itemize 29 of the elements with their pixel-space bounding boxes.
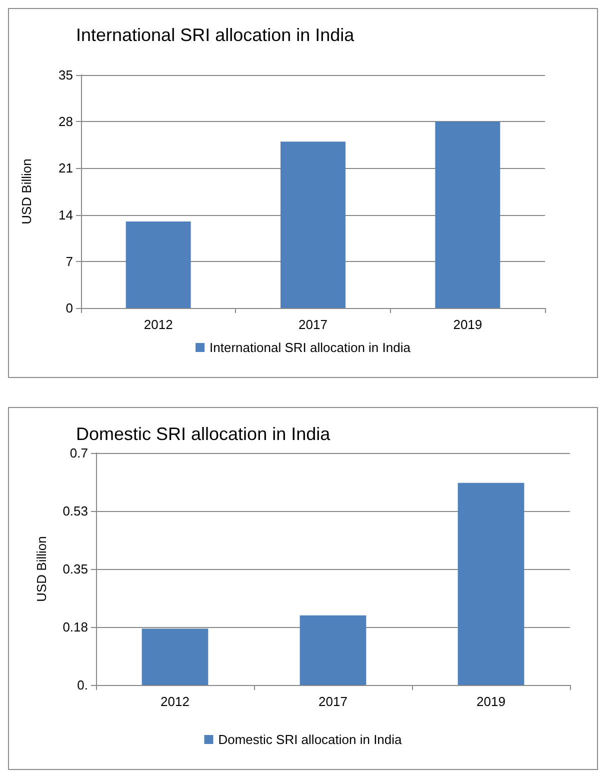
legend-label: Domestic SRI allocation in India: [218, 732, 403, 747]
chart-title: Domestic SRI allocation in India: [76, 424, 332, 444]
y-tick-label: 0.53: [62, 504, 88, 518]
y-tick-label: 14: [58, 207, 73, 222]
bar: [280, 142, 346, 308]
x-tick-label: 2017: [298, 317, 328, 332]
y-axis-title: USD Billion: [34, 536, 49, 602]
y-tick-label: 0: [66, 300, 73, 316]
x-tick-label: 2019: [476, 694, 506, 709]
y-tick-label: 21: [58, 160, 73, 176]
bar: [142, 628, 208, 685]
x-tick-label: 2017: [318, 694, 348, 709]
y-tick-label: 0.18: [62, 620, 88, 634]
y-tick-label: 35: [58, 68, 73, 82]
bar: [435, 122, 500, 308]
chart-title: International SRI allocation in India: [76, 25, 356, 45]
y-tick-label: 0.7: [70, 446, 88, 460]
y-tick-label: 0.: [77, 678, 88, 692]
y-tick-label: 28: [58, 114, 73, 130]
bar: [458, 482, 524, 685]
x-tick-label: 2012: [144, 317, 173, 332]
y-tick-label: 0.35: [62, 562, 88, 576]
y-tick-label: 7: [66, 254, 73, 269]
y-axis-title: USD Billion: [19, 158, 34, 224]
legend-label: International SRI allocation in India: [210, 340, 412, 355]
x-tick-label: 2012: [160, 694, 190, 709]
bar: [300, 615, 366, 685]
x-tick-label: 2019: [453, 317, 482, 332]
bar: [126, 221, 191, 308]
